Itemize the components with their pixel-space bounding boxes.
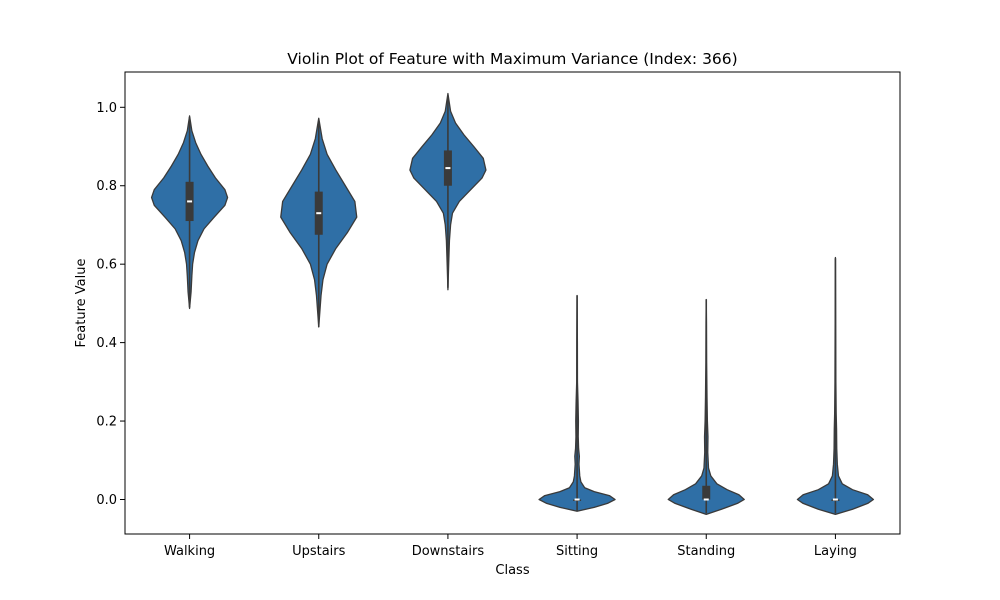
- violin-downstairs: [409, 92, 487, 291]
- y-tick-label-3: 0.6: [96, 258, 117, 273]
- violin-standing: [667, 298, 745, 516]
- plot-area: [150, 92, 875, 516]
- y-tick-label-0: 0.0: [96, 493, 117, 508]
- x-axis-label: Class: [495, 563, 529, 578]
- iqr-box-standing: [702, 485, 711, 500]
- x-tick-label-standing: Standing: [677, 544, 735, 559]
- axes: Walking Upstairs Downstairs Sitting Standing…: [96, 101, 857, 559]
- y-tick-label-5: 1.0: [96, 101, 117, 116]
- x-tick-label-upstairs: Upstairs: [292, 544, 346, 559]
- violin-walking: [150, 115, 229, 310]
- y-axis-label: Feature Value: [74, 259, 89, 348]
- y-tick-label-2: 0.4: [96, 336, 117, 351]
- x-tick-label-walking: Walking: [164, 544, 215, 559]
- y-tick-label-1: 0.2: [96, 415, 117, 430]
- y-tick-label-4: 0.8: [96, 179, 117, 194]
- x-tick-label-laying: Laying: [814, 544, 857, 559]
- plot-frame: [124, 71, 901, 535]
- x-tick-label-sitting: Sitting: [556, 544, 598, 559]
- violin-laying: [796, 256, 875, 516]
- violin-upstairs: [280, 117, 358, 328]
- chart-title: Violin Plot of Feature with Maximum Vari…: [287, 50, 737, 68]
- violin-sitting: [538, 294, 616, 512]
- x-tick-label-downstairs: Downstairs: [412, 544, 485, 559]
